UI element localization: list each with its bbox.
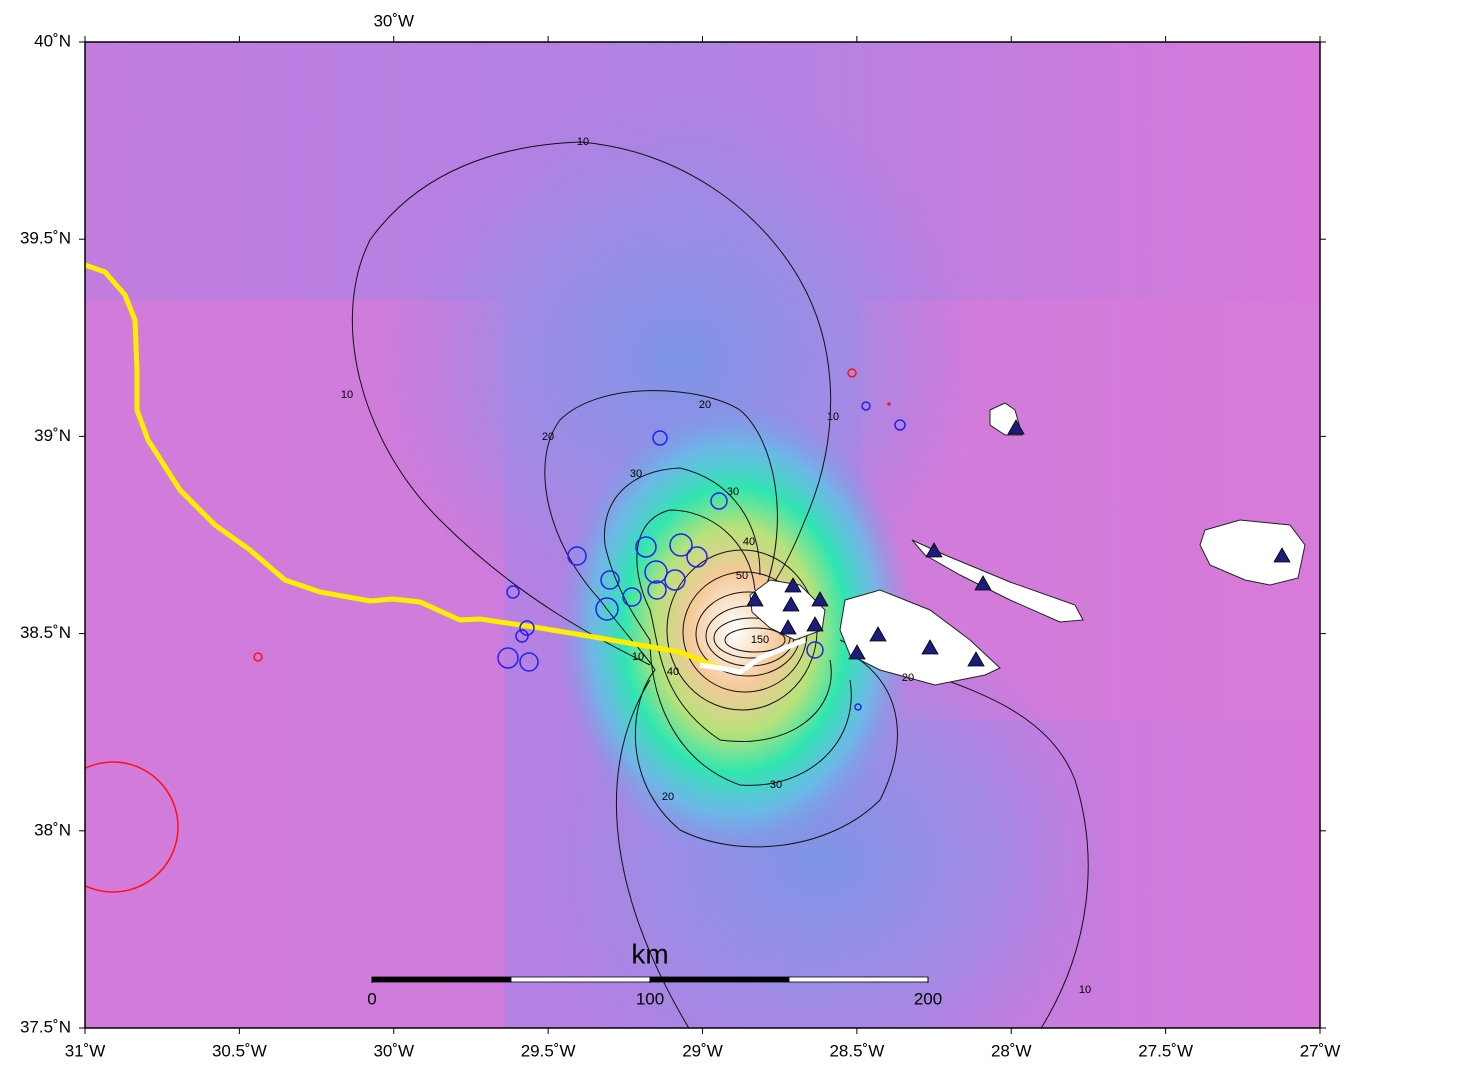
contour-label: 50: [736, 570, 748, 582]
contour-label: 10: [632, 651, 644, 663]
map-area: 10 10 10 10 10 20 20 20 20 30 30 30 40 40 50 150: [85, 42, 1320, 1028]
top-tick-label: 30˚W: [373, 11, 414, 30]
scale-label: 100: [636, 989, 664, 1008]
contour-labels: 10 10 10 10 10 20 20 20 20 30 30 30 40 40 50 150: [341, 136, 1091, 996]
contour-label: 30: [727, 486, 739, 498]
y-tick-label: 38˚N: [34, 820, 71, 839]
island: [1199, 519, 1306, 586]
scale-segment: [371, 976, 512, 983]
event: [567, 546, 587, 566]
contour: [616, 679, 690, 1028]
x-tick-label: 30˚W: [373, 1041, 414, 1060]
x-tick-label: 29˚W: [682, 1041, 723, 1060]
contour-label: 150: [751, 634, 769, 646]
contour-label: 20: [662, 791, 674, 803]
station: [967, 651, 985, 667]
event: [861, 401, 871, 411]
station: [806, 616, 824, 632]
contour-label: 10: [577, 136, 589, 148]
station: [746, 591, 764, 607]
event: [686, 546, 708, 568]
scale-segment: [649, 976, 790, 983]
station: [811, 591, 829, 607]
red-events: [85, 368, 891, 893]
event: [664, 569, 686, 591]
event: [652, 430, 668, 446]
event: [635, 536, 657, 558]
station: [782, 596, 800, 612]
contour-label: 40: [667, 666, 679, 678]
station: [974, 575, 992, 591]
contour-label: 20: [902, 672, 914, 684]
y-tick-label: 39.5˚N: [20, 229, 71, 248]
event: [253, 652, 263, 662]
contour: [603, 467, 852, 786]
contour-label: 10: [827, 411, 839, 423]
contour: [724, 627, 786, 653]
shading: [555, 400, 915, 860]
scale-unit: km: [631, 938, 668, 969]
contour-label: 10: [341, 389, 353, 401]
event: [644, 560, 668, 584]
contour: [351, 141, 832, 666]
scale-bar: 0 100 200 km: [367, 938, 942, 1008]
event: [506, 585, 520, 599]
islands: [749, 402, 1306, 686]
event: [669, 533, 693, 557]
island: [911, 539, 1084, 623]
x-tick-label: 31˚W: [65, 1041, 106, 1060]
y-tick-label: 37.5˚N: [20, 1017, 71, 1036]
stations: [746, 419, 1291, 667]
x-tick-label: 30.5˚W: [212, 1041, 267, 1060]
x-tick-label: 27.5˚W: [1138, 1041, 1193, 1060]
event: [595, 597, 619, 621]
event: [85, 761, 179, 893]
y-tick-label: 39˚N: [34, 426, 71, 445]
x-tick-label: 27˚W: [1300, 1041, 1341, 1060]
station: [784, 577, 802, 593]
event: [710, 492, 728, 510]
event: [515, 629, 529, 643]
event: [647, 580, 667, 600]
x-tick-label: 28˚W: [991, 1041, 1032, 1060]
event: [806, 641, 824, 659]
contour-label: 10: [1079, 984, 1091, 996]
event: [622, 587, 642, 607]
x-tick-label: 29.5˚W: [521, 1041, 576, 1060]
station: [779, 619, 797, 635]
station: [848, 644, 866, 660]
event: [894, 419, 906, 431]
island: [839, 589, 1001, 686]
scale-segment: [788, 976, 929, 983]
y-tick-label: 38.5˚N: [20, 623, 71, 642]
event: [497, 647, 519, 669]
contour: [636, 509, 832, 742]
contour-label: 20: [699, 399, 711, 411]
station: [921, 639, 939, 655]
scale-label: 200: [914, 989, 942, 1008]
station: [869, 626, 887, 642]
event: [519, 652, 539, 672]
station: [1273, 547, 1291, 563]
event: [519, 620, 535, 636]
event: [847, 368, 857, 378]
event: [600, 570, 620, 590]
contour-label: 20: [542, 431, 554, 443]
y-tick-label: 40˚N: [34, 31, 71, 50]
station: [1007, 419, 1025, 435]
axes: 31˚W 30.5˚W 30˚W 29.5˚W 29˚W 28.5˚W 28˚W 27.5˚W…: [20, 11, 1340, 1060]
contour-label: 40: [743, 536, 755, 548]
event: [854, 703, 862, 711]
track-line: [699, 637, 806, 675]
event: [887, 402, 891, 406]
events: [497, 401, 906, 711]
scale-segment: [510, 976, 651, 983]
contour-label: 30: [770, 779, 782, 791]
contour-label: 30: [630, 468, 642, 480]
scale-label: 0: [367, 989, 376, 1008]
x-tick-label: 28.5˚W: [829, 1041, 884, 1060]
station: [925, 542, 943, 558]
